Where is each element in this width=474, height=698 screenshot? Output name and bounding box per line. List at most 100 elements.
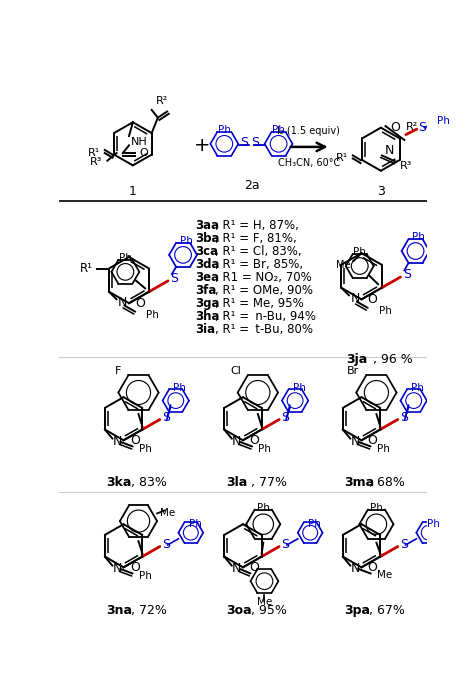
Text: S: S <box>400 411 408 424</box>
Text: 3na: 3na <box>107 604 133 616</box>
Text: , 68%: , 68% <box>369 477 405 489</box>
Text: N: N <box>112 436 122 448</box>
Text: S: S <box>282 411 290 424</box>
Text: 1: 1 <box>129 185 137 198</box>
Text: , 83%: , 83% <box>131 477 167 489</box>
Text: R³: R³ <box>400 161 413 171</box>
Text: , 96 %: , 96 % <box>373 353 413 366</box>
Text: , R¹ = Cl, 83%,: , R¹ = Cl, 83%, <box>215 245 301 258</box>
Text: 3ca: 3ca <box>195 245 218 258</box>
Text: Br: Br <box>347 366 359 376</box>
Text: O: O <box>368 293 378 306</box>
Text: Ph: Ph <box>180 236 192 246</box>
Text: Ph: Ph <box>411 383 424 393</box>
Text: Me: Me <box>377 570 392 580</box>
Text: S: S <box>282 538 290 551</box>
Text: 3ba: 3ba <box>195 232 219 244</box>
Text: 3oa: 3oa <box>226 604 252 616</box>
Text: R²: R² <box>155 96 168 105</box>
Text: 3ja: 3ja <box>346 353 367 366</box>
Text: N: N <box>350 563 360 575</box>
Text: O: O <box>368 433 378 447</box>
Text: Ph: Ph <box>119 253 132 262</box>
Text: 3aa: 3aa <box>195 218 219 232</box>
Text: N: N <box>232 563 241 575</box>
Text: O: O <box>249 560 259 574</box>
Text: S: S <box>418 121 426 134</box>
Text: , R¹ = Br, 85%,: , R¹ = Br, 85%, <box>215 258 303 271</box>
Text: , R¹ = H, 87%,: , R¹ = H, 87%, <box>215 218 299 232</box>
Text: +: + <box>194 136 211 155</box>
Text: R¹: R¹ <box>88 148 100 158</box>
Text: N: N <box>232 436 241 448</box>
Text: N: N <box>118 296 128 309</box>
Text: R¹: R¹ <box>336 154 348 163</box>
Text: , R1 = NO₂, 70%: , R1 = NO₂, 70% <box>215 271 312 284</box>
Text: 3ga: 3ga <box>195 297 219 310</box>
Text: Ph: Ph <box>258 444 271 454</box>
Text: S: S <box>251 136 259 149</box>
Text: O: O <box>135 297 145 310</box>
Text: Ph: Ph <box>257 503 270 512</box>
Text: Ph: Ph <box>139 571 152 581</box>
Text: O: O <box>130 560 140 574</box>
Text: S: S <box>400 538 408 551</box>
Text: Me: Me <box>257 597 272 607</box>
Text: S: S <box>170 272 178 285</box>
Text: Ph: Ph <box>377 444 390 454</box>
Text: Ph: Ph <box>353 247 366 257</box>
Text: 3ea: 3ea <box>195 271 219 284</box>
Text: 3fa: 3fa <box>195 284 216 297</box>
Text: N: N <box>351 292 360 305</box>
Text: Ph: Ph <box>427 519 440 529</box>
Text: S: S <box>162 538 170 551</box>
Text: N: N <box>112 563 122 575</box>
Text: 3ka: 3ka <box>107 477 132 489</box>
Text: 3ia: 3ia <box>195 323 215 336</box>
Text: R²: R² <box>406 122 418 132</box>
Text: Ph: Ph <box>173 383 186 393</box>
Text: , R¹ = OMe, 90%: , R¹ = OMe, 90% <box>215 284 313 297</box>
Text: Ph: Ph <box>370 503 383 512</box>
Text: O: O <box>249 433 259 447</box>
Text: S: S <box>240 136 248 149</box>
Text: Ph: Ph <box>292 383 305 393</box>
Text: 3la: 3la <box>226 477 247 489</box>
Text: 3da: 3da <box>195 258 219 271</box>
Text: Ph: Ph <box>412 232 425 242</box>
Text: R¹: R¹ <box>81 262 93 275</box>
Text: N: N <box>385 144 394 157</box>
Text: , R¹ = Me, 95%: , R¹ = Me, 95% <box>215 297 304 310</box>
Text: 2a: 2a <box>244 179 259 191</box>
Text: 3ma: 3ma <box>345 477 374 489</box>
Text: Ph: Ph <box>309 519 321 529</box>
Text: O: O <box>130 433 140 447</box>
Text: 3pa: 3pa <box>345 604 371 616</box>
Text: Ph: Ph <box>379 306 392 316</box>
Text: Ph: Ph <box>139 444 152 454</box>
Text: 3ha: 3ha <box>195 310 219 323</box>
Text: Ph: Ph <box>189 519 202 529</box>
Text: Ph: Ph <box>218 126 231 135</box>
Text: Ph: Ph <box>437 117 450 126</box>
Text: I₂ (1.5 equiv): I₂ (1.5 equiv) <box>277 126 340 136</box>
Text: , R¹ =  n-Bu, 94%: , R¹ = n-Bu, 94% <box>215 310 316 323</box>
Text: R³: R³ <box>90 157 103 168</box>
Text: , 67%: , 67% <box>369 604 405 616</box>
Text: Cl: Cl <box>230 366 241 376</box>
Text: O: O <box>368 560 378 574</box>
Text: CH₃CN, 60°C: CH₃CN, 60°C <box>278 158 340 168</box>
Text: Me: Me <box>336 260 351 271</box>
Text: O: O <box>390 121 400 134</box>
Text: Ph: Ph <box>272 126 285 135</box>
Text: 3: 3 <box>377 185 385 198</box>
Text: O: O <box>140 148 149 158</box>
Text: S: S <box>162 411 170 424</box>
Text: , R¹ =  t-Bu, 80%: , R¹ = t-Bu, 80% <box>215 323 313 336</box>
Text: N: N <box>350 436 360 448</box>
Text: NH: NH <box>130 138 147 147</box>
Text: S: S <box>403 268 411 281</box>
Text: F: F <box>115 366 121 376</box>
Text: , 77%: , 77% <box>251 477 287 489</box>
Text: Ph: Ph <box>146 310 159 320</box>
